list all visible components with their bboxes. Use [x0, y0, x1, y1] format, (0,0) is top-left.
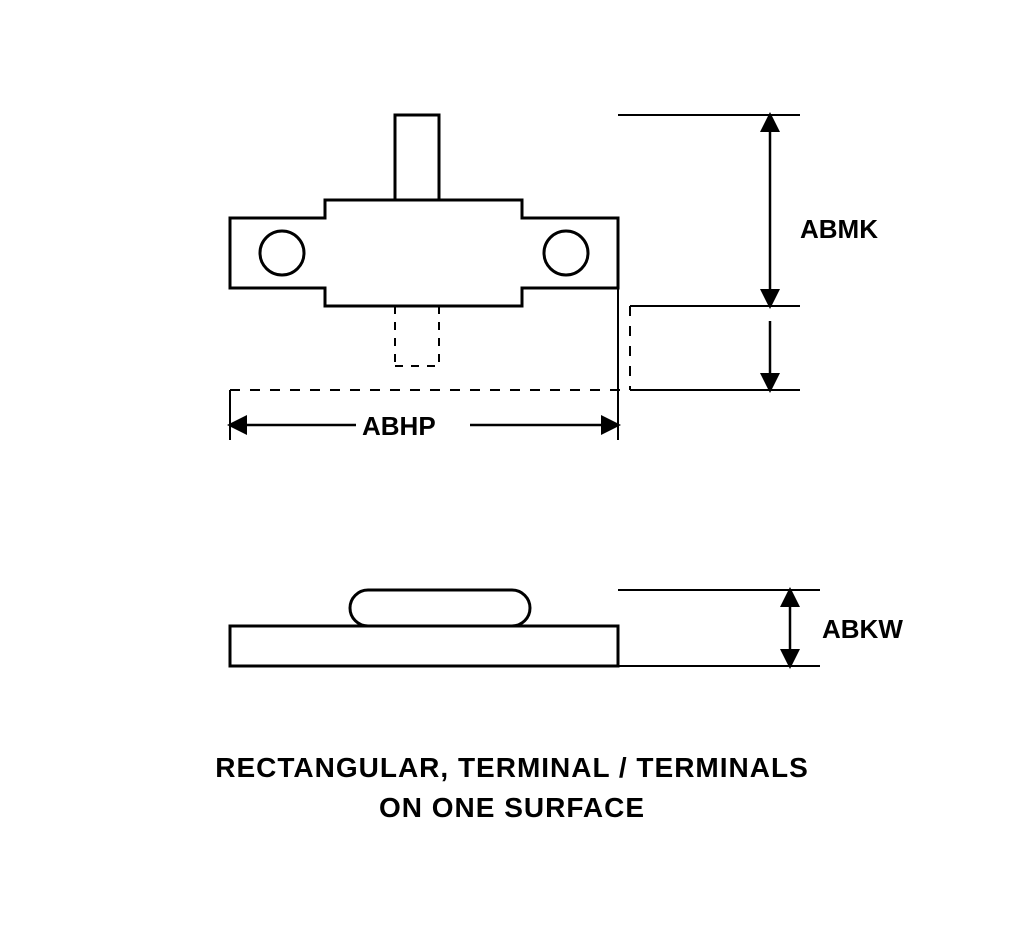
top-view-body [230, 200, 618, 306]
side-view-base [230, 626, 618, 666]
top-terminal [395, 115, 439, 200]
label-abmk: ABMK [800, 214, 878, 245]
label-abhp: ABHP [362, 411, 436, 442]
diagram-canvas: ABMK ABHP ABKW RECTANGULAR, TERMINAL / T… [0, 0, 1024, 930]
drawing-svg [0, 0, 1024, 930]
side-view-cap [350, 590, 530, 626]
mounting-hole-right [544, 231, 588, 275]
caption-line-2: ON ONE SURFACE [0, 792, 1024, 824]
label-abkw: ABKW [822, 614, 903, 645]
caption-line-1: RECTANGULAR, TERMINAL / TERMINALS [0, 752, 1024, 784]
mounting-hole-left [260, 231, 304, 275]
